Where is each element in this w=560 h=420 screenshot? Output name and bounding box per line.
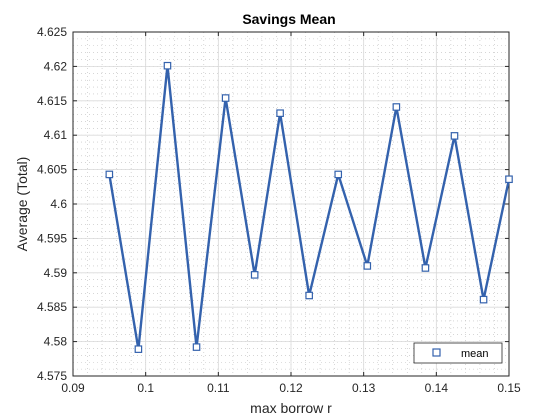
x-tick-label: 0.11	[207, 381, 230, 395]
data-point	[450, 132, 459, 140]
x-tick-label: 0.13	[352, 381, 376, 395]
y-tick-label: 4.58	[44, 335, 68, 349]
data-point	[392, 103, 401, 111]
x-tick-label: 0.14	[425, 381, 449, 395]
data-point	[363, 262, 372, 270]
data-point	[505, 175, 513, 184]
y-tick-label: 4.595	[37, 231, 67, 245]
x-axis-label: max borrow r	[250, 400, 332, 416]
x-tick-label: 0.1	[137, 381, 154, 395]
data-point	[334, 170, 343, 179]
y-tick-label: 4.585	[37, 300, 67, 314]
y-tick-label: 4.605	[37, 163, 67, 177]
y-axis-ticks: 4.575 4.58 4.585 4.59 4.595 4.6 4.605 4.61 4.615…	[37, 25, 509, 383]
legend-box	[413, 342, 503, 364]
y-tick-label: 4.6	[50, 197, 67, 211]
data-point	[250, 271, 259, 279]
data-point	[192, 343, 201, 351]
legend-marker	[432, 348, 441, 357]
y-tick-label: 4.61	[44, 128, 68, 142]
data-point	[421, 264, 430, 272]
data-point	[134, 345, 143, 353]
x-axis-ticks: 0.09 0.1 0.11 0.12 0.13 0.14 0.15	[61, 32, 521, 395]
series-layer	[105, 61, 513, 353]
y-tick-label: 4.62	[44, 59, 68, 73]
data-point	[276, 109, 284, 117]
legend: mean	[413, 342, 503, 364]
y-axis-label: Average (Total)	[14, 157, 30, 252]
data-point	[221, 94, 230, 102]
y-tick-label: 4.615	[37, 94, 67, 108]
data-point	[105, 170, 114, 179]
x-tick-label: 0.12	[279, 381, 303, 395]
data-point	[305, 291, 313, 300]
x-tick-label: 0.15	[497, 381, 521, 395]
y-tick-label: 4.59	[44, 266, 68, 280]
y-tick-label: 4.575	[37, 369, 67, 383]
y-tick-label: 4.625	[37, 25, 67, 39]
chart-title: Savings Mean	[242, 11, 335, 27]
legend-label-mean: mean	[461, 348, 489, 360]
data-point	[163, 61, 172, 70]
data-point	[479, 295, 488, 304]
x-tick-label: 0.09	[61, 381, 85, 395]
